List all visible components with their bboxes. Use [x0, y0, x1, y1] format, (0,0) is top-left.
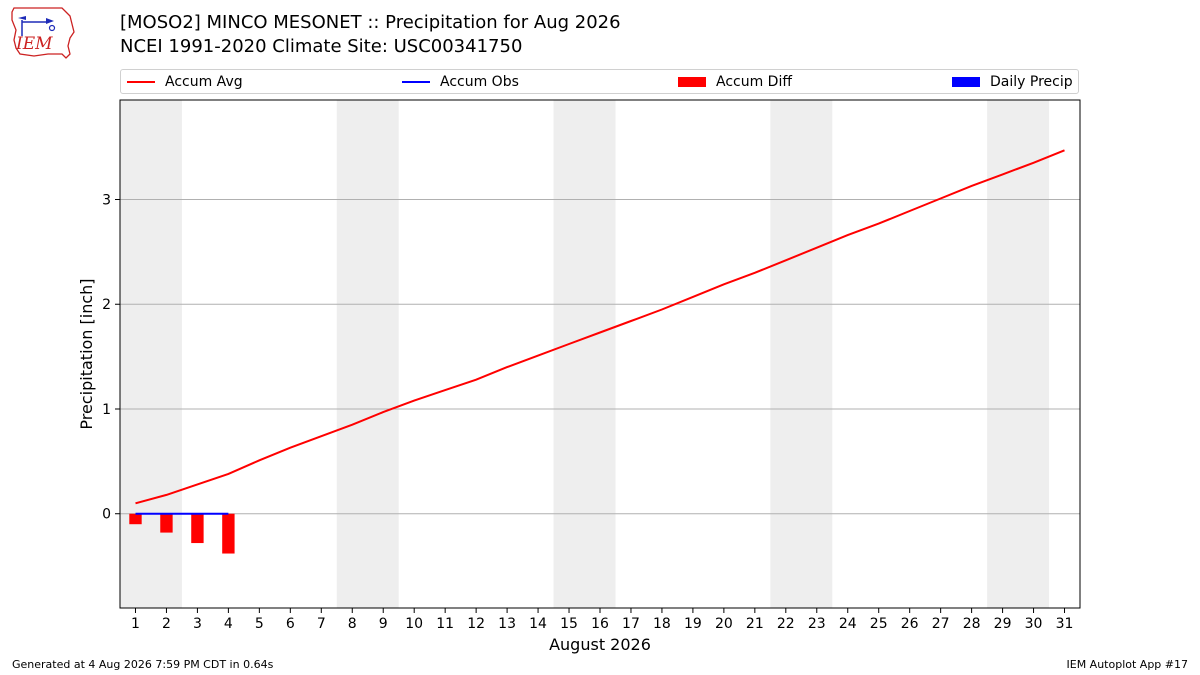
xtick-label-9: 9 [379, 616, 388, 632]
xtick-label-19: 19 [684, 616, 702, 632]
ytick-label-2: 2 [102, 297, 111, 313]
legend-swatch-daily-precip [952, 77, 980, 87]
xtick-label-11: 11 [436, 616, 454, 632]
xtick-label-27: 27 [932, 616, 950, 632]
xtick-label-14: 14 [529, 616, 547, 632]
chart-title: [MOSO2] MINCO MESONET :: Precipitation f… [120, 12, 621, 33]
xtick-label-30: 30 [1025, 616, 1043, 632]
xtick-label-2: 2 [162, 616, 171, 632]
chart-subtitle: NCEI 1991-2020 Climate Site: USC00341750 [120, 36, 523, 57]
bar-accum-diff-4 [222, 513, 235, 554]
grid-lines [120, 199, 1080, 515]
weekend-band-2 [336, 100, 399, 608]
xtick-label-23: 23 [808, 616, 826, 632]
x-axis-label: August 2026 [549, 635, 651, 654]
xtick-label-21: 21 [746, 616, 764, 632]
xtick-label-1: 1 [131, 616, 140, 632]
series-line-accum-avg [135, 149, 1065, 505]
xtick-label-24: 24 [839, 616, 857, 632]
legend-swatch-accum-obs [402, 81, 430, 83]
xtick-label-12: 12 [467, 616, 485, 632]
series-lines [135, 149, 1065, 515]
xtick-label-10: 10 [405, 616, 423, 632]
bar-accum-diff-1 [129, 513, 142, 525]
xtick-label-8: 8 [348, 616, 357, 632]
iem-logo: IEM [11, 7, 75, 59]
weekend-band-3 [553, 100, 616, 608]
xtick-label-29: 29 [994, 616, 1012, 632]
generated-timestamp: Generated at 4 Aug 2026 7:59 PM CDT in 0… [12, 658, 274, 671]
app-credit: IEM Autoplot App #17 [1066, 658, 1189, 671]
xtick-label-22: 22 [777, 616, 795, 632]
weekend-band-4 [770, 100, 833, 608]
legend-item-accum-obs: Accum Obs [402, 73, 519, 91]
diff-bars [129, 513, 235, 554]
xtick-label-20: 20 [715, 616, 733, 632]
xtick-label-3: 3 [193, 616, 202, 632]
ytick-label-0: 0 [102, 507, 111, 523]
ytick-label-1: 1 [102, 402, 111, 418]
legend-swatch-accum-avg [127, 81, 155, 83]
logo-text: IEM [15, 34, 53, 54]
xtick-label-17: 17 [622, 616, 640, 632]
xtick-label-25: 25 [870, 616, 888, 632]
ytick-label-3: 3 [102, 193, 111, 209]
y-axis-label: Precipitation [inch] [77, 278, 96, 429]
legend-item-accum-avg: Accum Avg [127, 73, 243, 91]
xtick-label-28: 28 [963, 616, 981, 632]
xtick-label-15: 15 [560, 616, 578, 632]
xtick-label-7: 7 [317, 616, 326, 632]
legend-swatch-accum-diff [678, 77, 706, 87]
bar-accum-diff-3 [191, 513, 204, 544]
xtick-label-31: 31 [1056, 616, 1074, 632]
xtick-label-6: 6 [286, 616, 295, 632]
legend-label-accum-avg: Accum Avg [165, 74, 243, 90]
xtick-label-26: 26 [901, 616, 919, 632]
legend-item-daily-precip: Daily Precip [952, 73, 1073, 91]
bar-accum-diff-2 [160, 513, 173, 533]
weekend-bands [120, 100, 1050, 608]
xtick-label-18: 18 [653, 616, 671, 632]
legend-label-accum-diff: Accum Diff [716, 74, 793, 90]
xtick-label-16: 16 [591, 616, 609, 632]
xtick-label-13: 13 [498, 616, 516, 632]
legend-label-accum-obs: Accum Obs [440, 74, 519, 90]
legend: Accum Avg Accum Obs Accum Diff Daily Pre… [120, 69, 1079, 94]
weekend-band-5 [987, 100, 1050, 608]
xtick-label-4: 4 [224, 616, 233, 632]
legend-label-daily-precip: Daily Precip [990, 74, 1073, 90]
xtick-label-5: 5 [255, 616, 264, 632]
legend-item-accum-diff: Accum Diff [678, 73, 792, 91]
